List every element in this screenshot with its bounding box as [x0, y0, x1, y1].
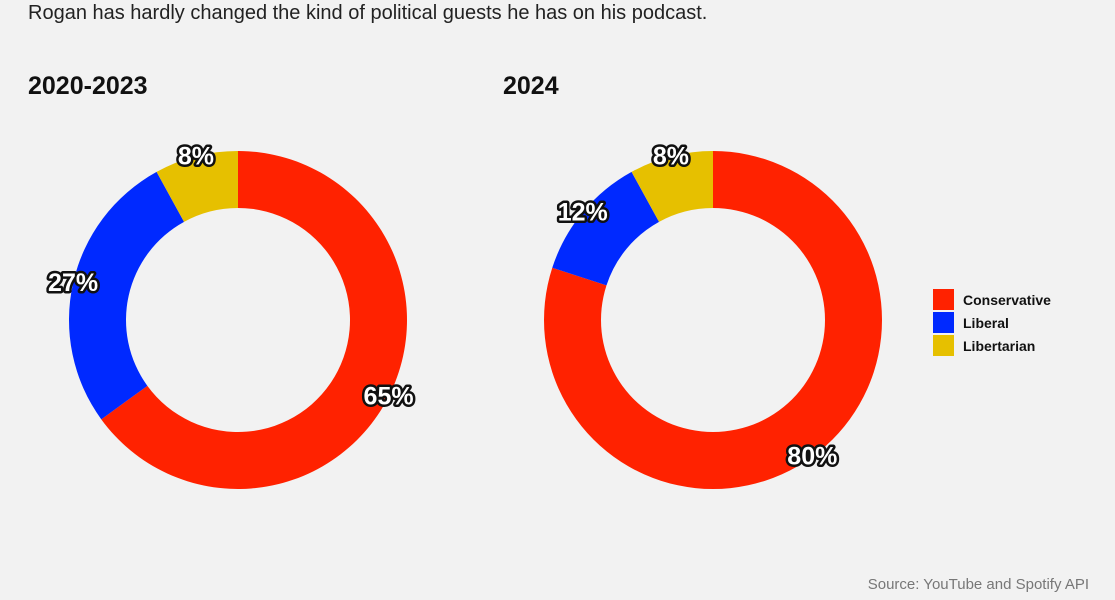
chart-subtitle: Rogan has hardly changed the kind of pol… — [28, 2, 708, 24]
chart-title-2024: 2024 — [503, 72, 559, 100]
chart-title-2020-2023: 2020-2023 — [28, 72, 148, 100]
legend-item-liberal[interactable]: Liberal — [933, 311, 1051, 334]
data-label-conservative: 80% — [787, 443, 837, 471]
data-label-liberal: 12% — [558, 198, 608, 226]
donut-slice-conservative[interactable] — [101, 151, 407, 490]
donut-slice-liberal[interactable] — [68, 171, 185, 420]
donut-slice-liberal[interactable] — [552, 171, 660, 286]
legend-swatch-libertarian — [933, 335, 954, 356]
legend-label-liberal: Liberal — [963, 314, 1009, 331]
donut-chart-2020-2023: 65% 27% 8% — [46, 140, 416, 490]
donut-slice-libertarian[interactable] — [156, 151, 238, 222]
legend-label-conservative: Conservative — [963, 291, 1051, 308]
legend-swatch-conservative — [933, 289, 954, 310]
data-label-conservative: 65% — [364, 383, 414, 411]
data-label-liberal: 27% — [48, 269, 98, 297]
data-label-libertarian: 8% — [653, 142, 689, 170]
legend: Conservative Liberal Libertarian — [933, 288, 1051, 357]
legend-item-libertarian[interactable]: Libertarian — [933, 334, 1051, 357]
donut-chart-2024: 80% 12% 8% — [544, 140, 882, 489]
donut-slice-libertarian[interactable] — [631, 151, 713, 222]
legend-label-libertarian: Libertarian — [963, 337, 1036, 354]
data-label-libertarian: 8% — [178, 142, 214, 170]
legend-item-conservative[interactable]: Conservative — [933, 288, 1051, 311]
legend-swatch-liberal — [933, 312, 954, 333]
source-note: Source: YouTube and Spotify API — [867, 576, 1089, 593]
donut-slice-conservative[interactable] — [544, 151, 882, 489]
